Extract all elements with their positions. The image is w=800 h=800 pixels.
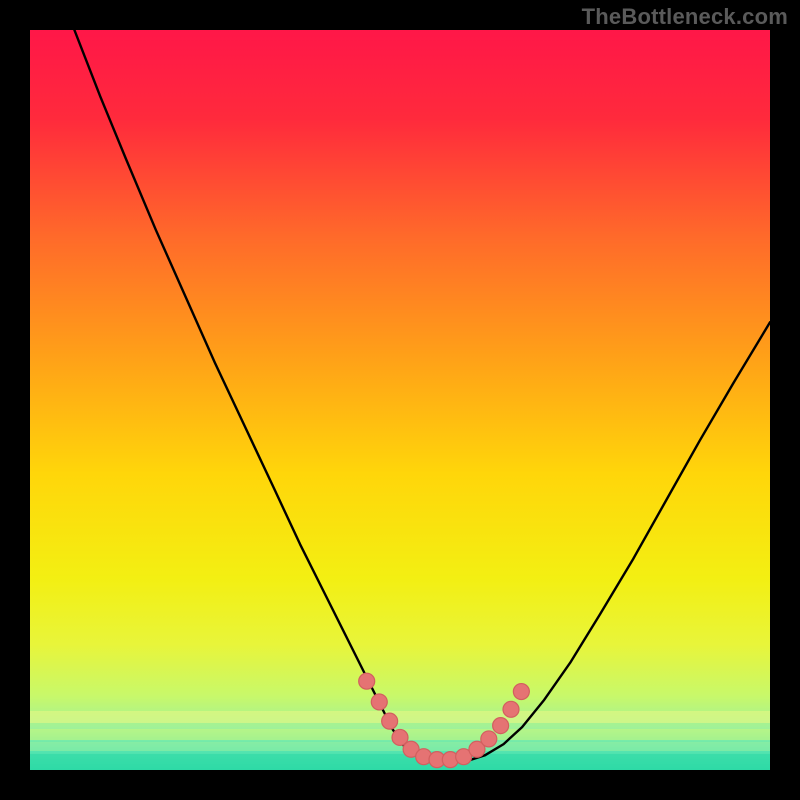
watermark-text: TheBottleneck.com bbox=[582, 4, 788, 30]
curve-marker bbox=[382, 713, 398, 729]
curve-marker bbox=[359, 673, 375, 689]
curve-marker bbox=[481, 731, 497, 747]
bottleneck-curve bbox=[74, 30, 770, 763]
curve-layer bbox=[30, 30, 770, 770]
curve-marker bbox=[493, 718, 509, 734]
curve-marker bbox=[503, 701, 519, 717]
curve-marker bbox=[513, 684, 529, 700]
curve-markers bbox=[359, 673, 530, 767]
plot-area bbox=[30, 30, 770, 770]
curve-marker bbox=[371, 694, 387, 710]
chart-frame: TheBottleneck.com bbox=[0, 0, 800, 800]
